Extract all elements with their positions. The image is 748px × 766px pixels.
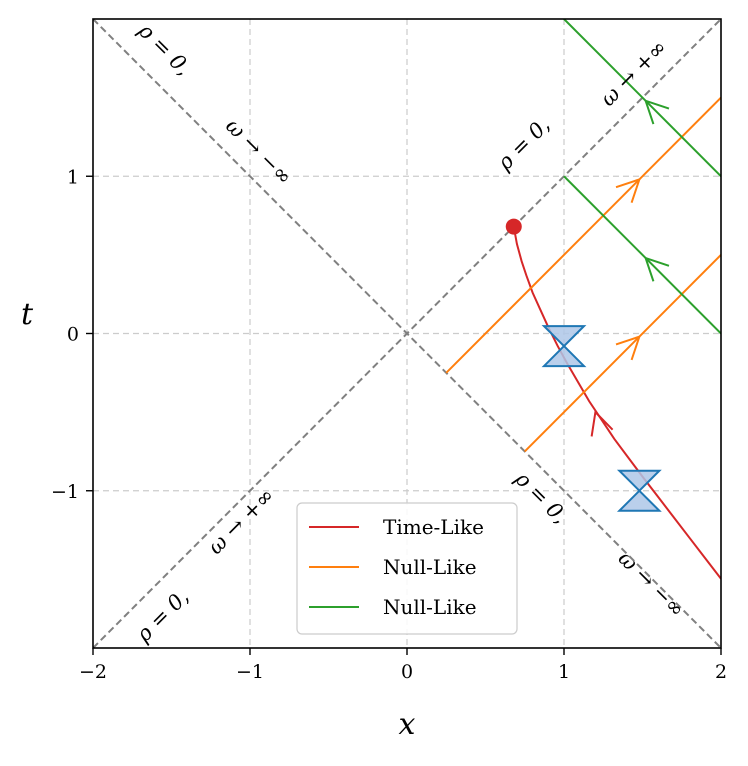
legend-label: Time-Like	[383, 515, 484, 539]
boundary-lines	[93, 19, 721, 648]
legend-label: Null-Like	[383, 555, 477, 579]
series-layer	[445, 19, 721, 580]
x-tick-label: 0	[401, 661, 413, 683]
x-tick-label: −2	[79, 661, 107, 683]
legend-box	[296, 502, 518, 635]
x-tick-label: −1	[236, 661, 264, 683]
legend-label: Null-Like	[383, 595, 477, 619]
y-tick-label: 0	[67, 324, 79, 346]
null-like-orange-line-arrow	[615, 335, 641, 361]
light-cones	[541, 325, 662, 512]
null-like-orange-line	[524, 254, 721, 453]
light-cone	[616, 469, 662, 512]
y-tick-label: −1	[51, 481, 79, 503]
time-like-start-marker	[505, 218, 522, 235]
null-like-orange-line	[445, 96, 721, 374]
boundary-line	[93, 19, 721, 648]
null-like-green-line-arrow	[644, 99, 670, 125]
x-tick-label: 1	[558, 661, 570, 683]
null-like-green-line	[563, 175, 721, 335]
x-tick-label: 2	[715, 661, 727, 683]
time-like-arrow	[590, 409, 614, 437]
null-like-green-line-arrow	[644, 256, 670, 282]
y-axis-ticks: −1 0 1	[51, 166, 93, 503]
x-axis-ticks: −2 −1 0 1 2	[79, 648, 727, 683]
legend: Time-Like Null-Like Null-Like	[296, 502, 518, 635]
x-axis-label: x	[399, 707, 416, 742]
null-like-orange-line-arrow	[615, 177, 641, 204]
light-cone	[541, 325, 587, 368]
y-axis-label: t	[21, 297, 34, 332]
y-tick-label: 1	[67, 166, 79, 188]
null-like-green-line	[563, 19, 721, 177]
